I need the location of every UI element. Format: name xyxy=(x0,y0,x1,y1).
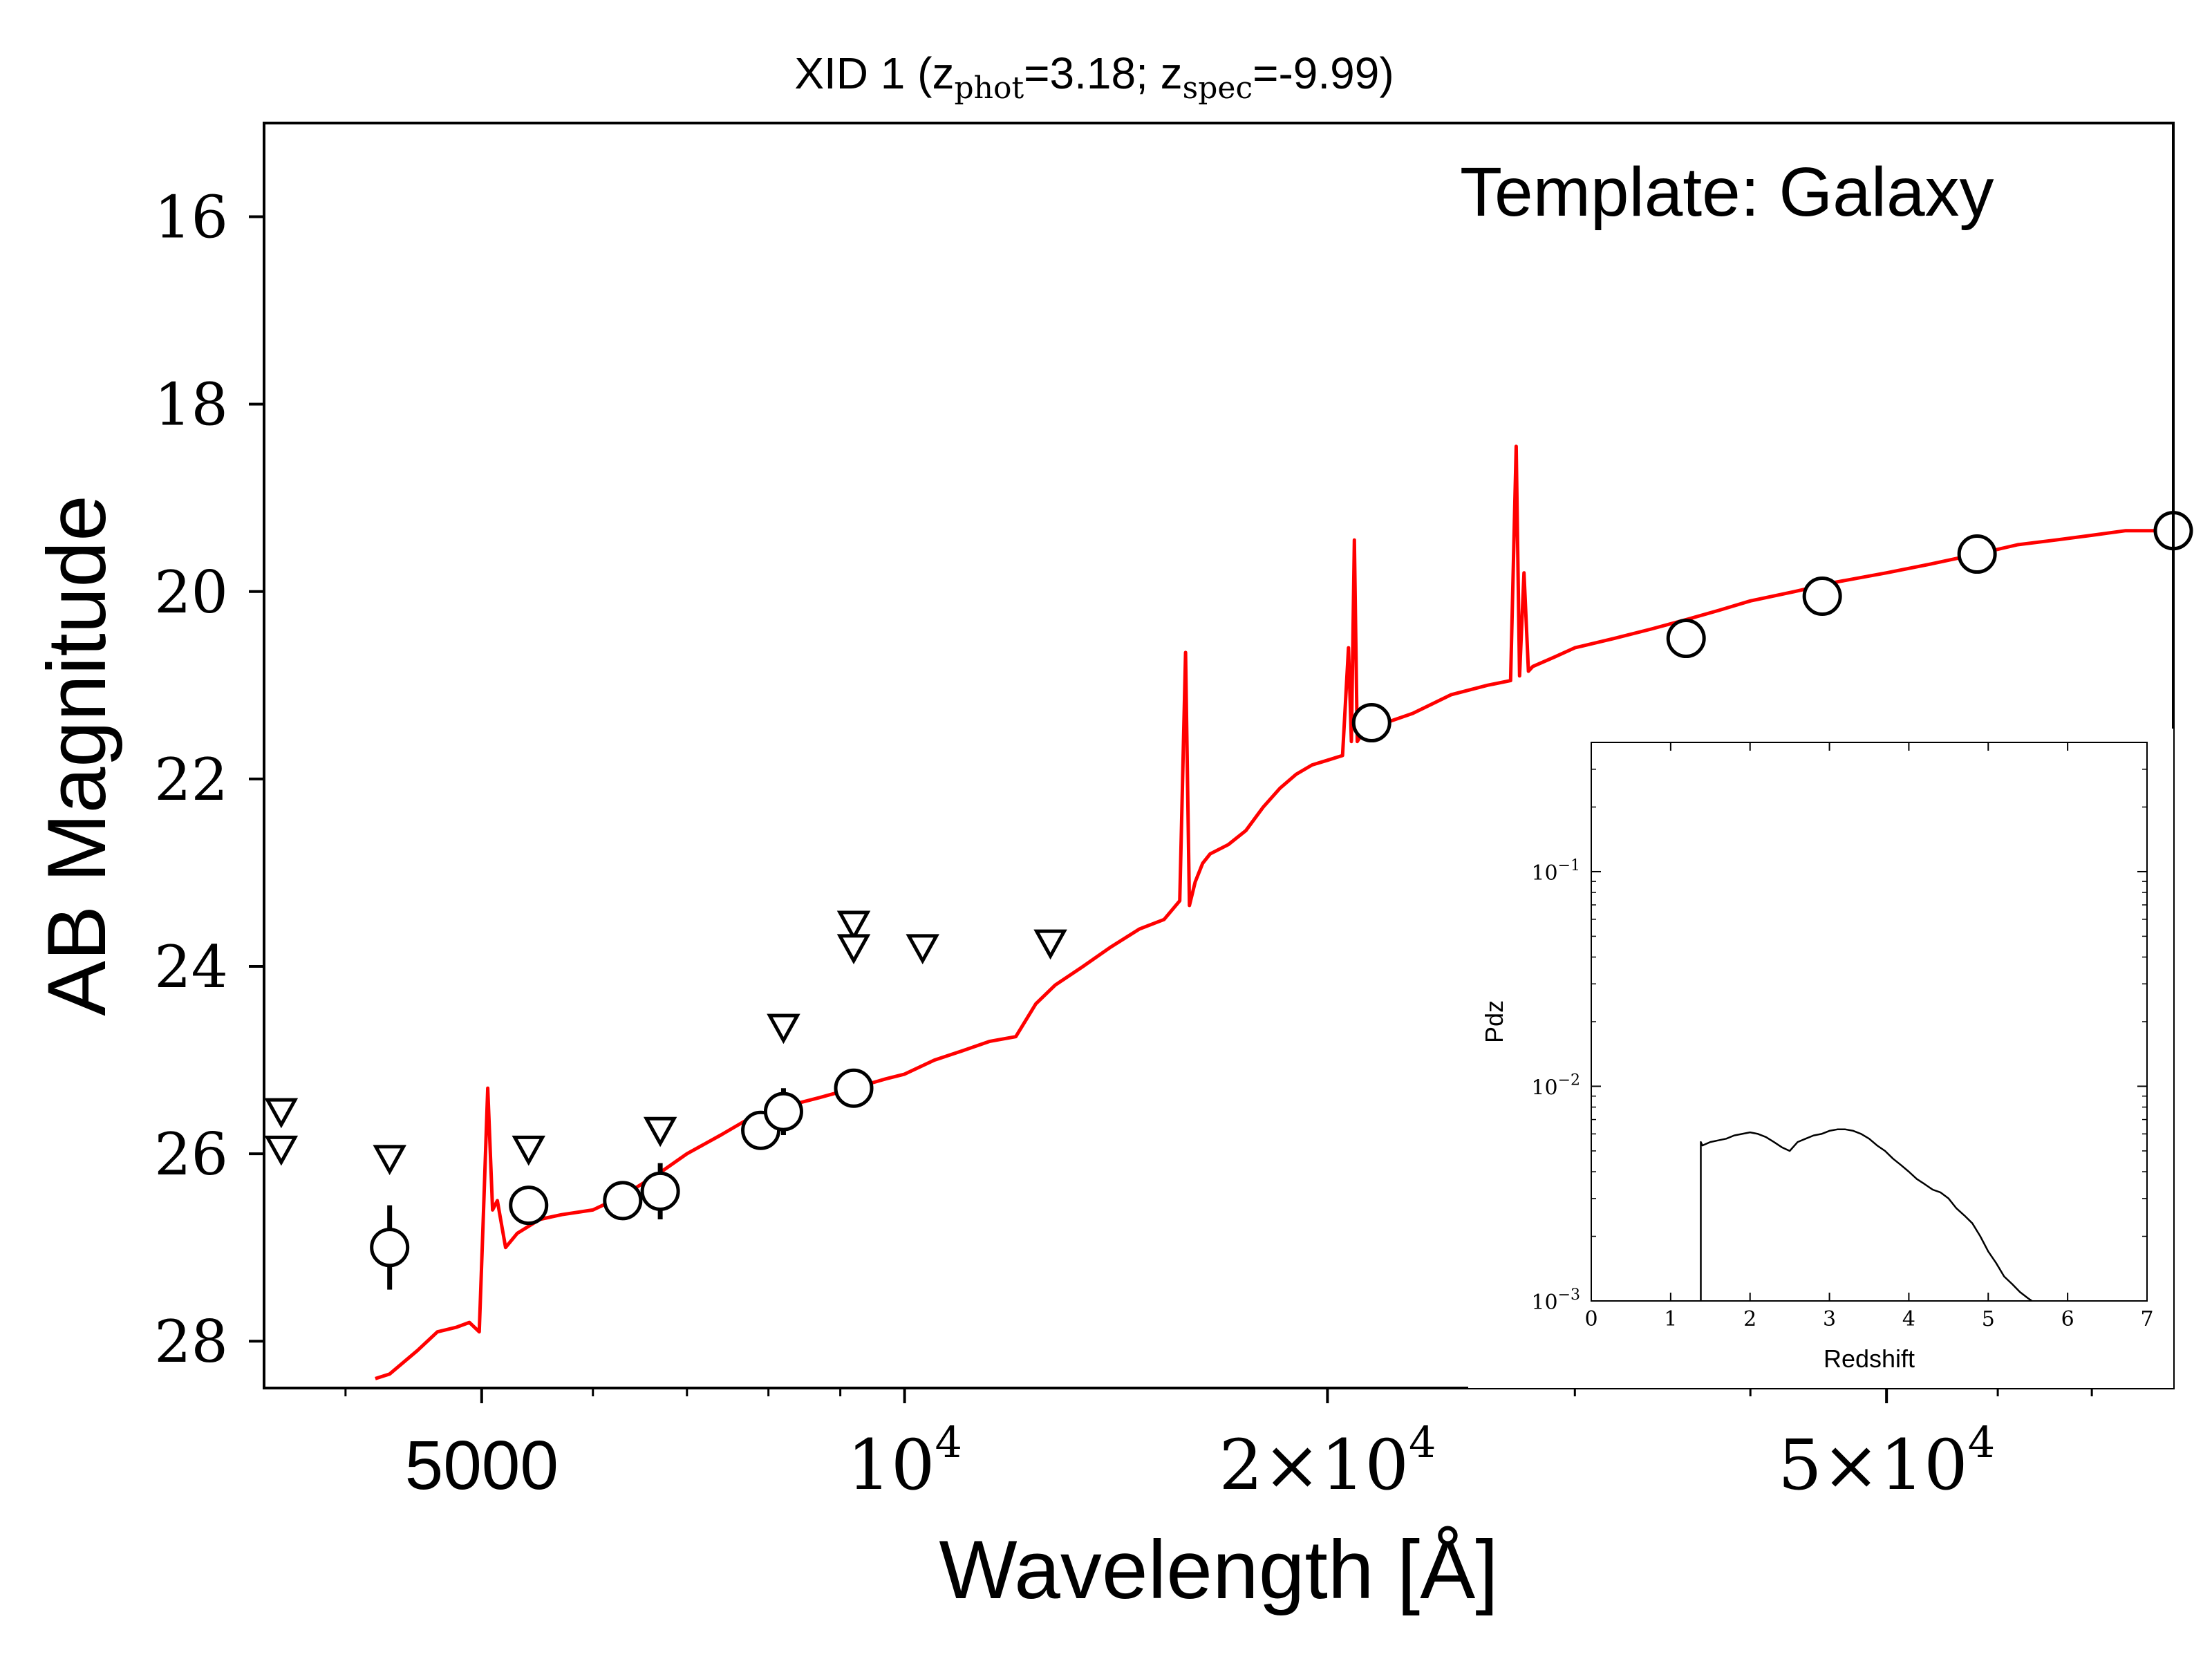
x-tick-label: 104 xyxy=(847,1417,962,1506)
upper-limit-marker xyxy=(836,934,871,965)
x-axis-label: Wavelength [Å] xyxy=(939,1524,1498,1616)
y-tick-label: 28 xyxy=(154,1308,228,1376)
upper-limit-marker xyxy=(264,1098,299,1129)
template-annotation: Template: Galaxy xyxy=(1460,153,1994,231)
detection-point xyxy=(1351,703,1391,743)
chart-title: XID 1 (zphot=3.18; zspec=-9.99) xyxy=(794,48,1394,106)
inset-line-layer xyxy=(1700,1128,2033,1301)
inset-y-tick-label: 10−2 xyxy=(1531,1071,1580,1100)
detection-point xyxy=(640,1171,680,1211)
upper-limit-marker xyxy=(373,1145,406,1176)
template-layer xyxy=(375,444,2173,1380)
inset-x-axis-label: Redshift xyxy=(1824,1344,1915,1373)
y-tick-label: 20 xyxy=(154,559,228,626)
detection-point xyxy=(1957,534,1997,574)
points-layer xyxy=(264,511,2193,1290)
upper-limit-marker xyxy=(906,934,939,965)
y-axis-label: AB Magnitude xyxy=(30,495,123,1016)
inset-ticks: 0 1 2 3 4 5 6 7 10−1 10−2 10−3 xyxy=(1531,742,2154,1331)
y-tick-label: 16 xyxy=(154,184,228,252)
detection-point xyxy=(763,1091,803,1132)
detection-point xyxy=(509,1185,549,1226)
detection-point xyxy=(1802,577,1842,617)
y-tick-label: 22 xyxy=(154,746,228,814)
detection-point xyxy=(603,1181,643,1221)
inset-y-axis-label: Pdz xyxy=(1480,1000,1508,1043)
inset-x-tick-label: 5 xyxy=(1982,1307,1995,1331)
upper-limit-marker xyxy=(1033,929,1067,960)
inset-x-tick-label: 2 xyxy=(1743,1307,1756,1331)
inset-x-tick-label: 6 xyxy=(2061,1307,2074,1331)
upper-limit-marker xyxy=(836,910,871,941)
inset-x-tick-label: 7 xyxy=(2140,1307,2153,1331)
upper-limit-marker xyxy=(643,1116,677,1147)
inset-background xyxy=(1468,729,2173,1388)
pdz-curve xyxy=(1700,1128,2033,1301)
detection-point xyxy=(834,1068,874,1108)
inset-pdz-plot: 0 1 2 3 4 5 6 7 10−1 10−2 10−3 Redshift Pdz xyxy=(1468,729,2173,1388)
y-tick-label: 24 xyxy=(154,933,228,1001)
upper-limit-marker xyxy=(264,1135,299,1166)
upper-limit-marker xyxy=(767,1013,800,1044)
x-axis-ticks: 5000 104 2×104 5×104 xyxy=(344,1388,2093,1506)
y-axis-ticks: 16 18 20 22 24 26 28 xyxy=(154,184,264,1376)
x-tick-label: 5000 xyxy=(405,1427,559,1504)
detection-point xyxy=(370,1228,410,1268)
inset-x-tick-label: 4 xyxy=(1902,1307,1915,1331)
y-tick-label: 18 xyxy=(154,371,228,439)
x-tick-label: 5×104 xyxy=(1778,1417,1995,1506)
template-spectrum-line xyxy=(375,444,2173,1380)
detection-point xyxy=(1666,619,1706,659)
x-tick-label: 2×104 xyxy=(1219,1417,1436,1506)
inset-y-tick-label: 10−1 xyxy=(1531,857,1580,885)
inset-x-tick-label: 1 xyxy=(1664,1307,1677,1331)
inset-x-tick-label: 3 xyxy=(1823,1307,1836,1331)
upper-limit-marker xyxy=(512,1135,545,1166)
y-tick-label: 26 xyxy=(154,1121,228,1188)
inset-y-tick-label: 10−3 xyxy=(1531,1286,1580,1315)
inset-x-tick-label: 0 xyxy=(1584,1307,1597,1331)
